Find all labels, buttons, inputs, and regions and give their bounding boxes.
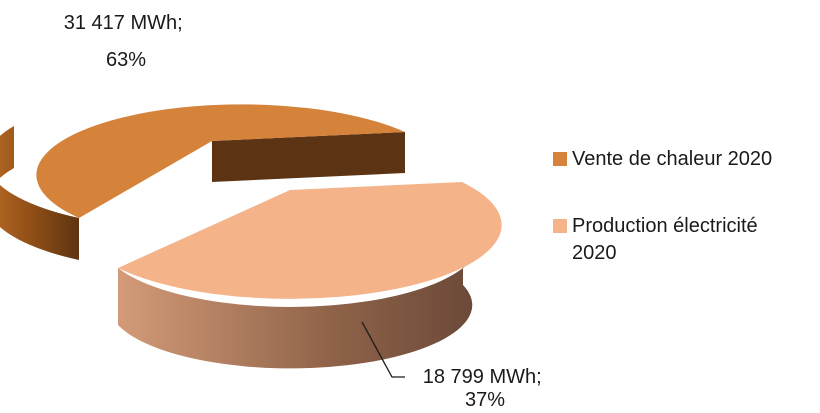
data-label-production-value: 18 799 MWh; [423,366,542,388]
slice-production-top [118,182,502,299]
slice-production-rim [118,214,480,369]
slice-vente-rim [0,126,79,260]
legend-label-vente: Vente de chaleur 2020 [572,148,773,170]
legend-swatch-vente [553,152,567,166]
data-label-vente-percent: 63% [106,49,146,71]
legend-swatch-production [553,219,567,233]
slice-vente-top [36,104,405,218]
data-label-production-percent: 37% [465,389,505,411]
leader-line-production [361,321,405,378]
pie-slice-vente-de-chaleur [0,104,405,260]
legend-label-production: Production électricité 2020 [572,215,758,264]
slice-vente-side-wall [212,132,405,182]
legend-item-vente: Vente de chaleur 2020 [553,146,813,173]
data-label-vente: 31 417 MWh; 63% [64,12,189,71]
legend-item-production: Production électricité 2020 [553,213,813,267]
data-label-production: 18 799 MWh; 37% [423,366,548,411]
legend: Vente de chaleur 2020 Production électri… [553,146,813,307]
pie-slice-production-electricite [118,182,502,369]
data-label-vente-value: 31 417 MWh; [64,12,183,34]
